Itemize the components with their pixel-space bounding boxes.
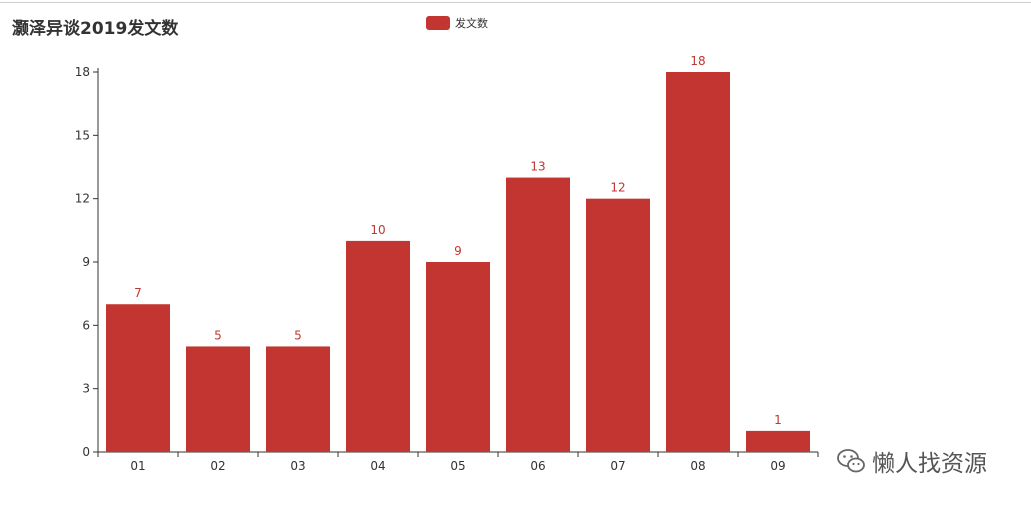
bar: [346, 240, 410, 452]
y-tick-label: 9: [82, 255, 90, 269]
x-tick-label: 07: [610, 459, 625, 473]
bar: [106, 304, 170, 452]
bar-data-label: 10: [370, 223, 385, 237]
legend-swatch[interactable]: [426, 16, 450, 30]
bar: [746, 430, 810, 452]
y-tick-label: 3: [82, 382, 90, 396]
bar: [266, 346, 330, 452]
watermark-label: 懒人找资源: [872, 451, 987, 477]
x-tick-label: 01: [130, 459, 145, 473]
y-tick-label: 12: [75, 192, 90, 206]
x-tick-label: 08: [690, 459, 705, 473]
top-divider: [0, 2, 1031, 3]
x-tick-label: 03: [290, 459, 305, 473]
x-tick-label: 09: [770, 459, 785, 473]
bar-data-label: 5: [214, 328, 222, 342]
bar-data-label: 5: [294, 328, 302, 342]
bar: [666, 72, 730, 452]
bar-data-label: 18: [690, 54, 705, 68]
legend[interactable]: 发文数: [426, 14, 488, 32]
bar-data-label: 7: [134, 286, 142, 300]
bar: [506, 177, 570, 453]
chart-title: 灏泽异谈2019发文数: [12, 19, 179, 39]
x-tick-label: 05: [450, 459, 465, 473]
y-tick-label: 6: [82, 318, 90, 332]
x-tick-label: 04: [370, 459, 385, 473]
legend-label[interactable]: 发文数: [455, 17, 488, 30]
bar-data-label: 13: [530, 160, 545, 174]
bar: [586, 198, 650, 452]
y-tick-label: 15: [75, 128, 90, 142]
bar-data-label: 12: [610, 181, 625, 195]
x-tick-label: 06: [530, 459, 545, 473]
bar-data-label: 9: [454, 244, 462, 258]
bar: [426, 262, 490, 452]
x-tick-label: 02: [210, 459, 225, 473]
wechat-icon: [837, 449, 865, 473]
y-tick-label: 0: [82, 445, 90, 459]
y-tick-label: 18: [75, 65, 90, 79]
watermark: 懒人找资源: [836, 444, 987, 478]
bar: [186, 346, 250, 452]
bar-data-label: 1: [774, 413, 782, 427]
